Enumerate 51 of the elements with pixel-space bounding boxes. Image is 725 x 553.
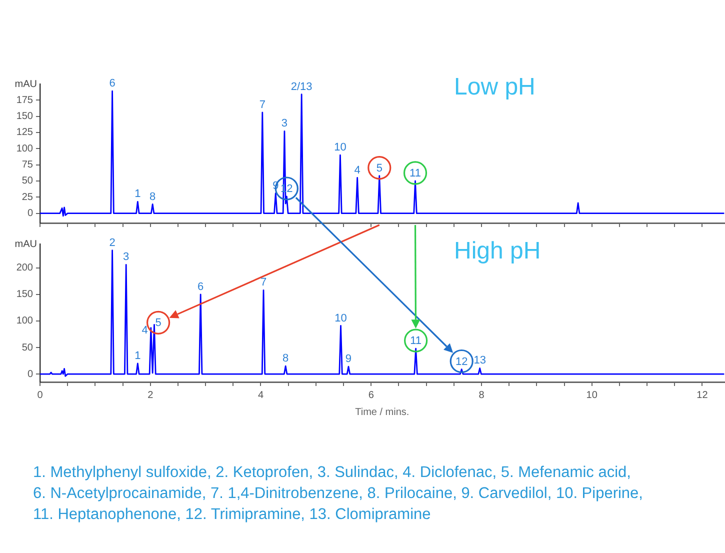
y-tick-label: 175	[16, 94, 34, 106]
text: 11. Heptanophenone, 12. Trimipramine, 13. Clomipramine	[33, 505, 432, 525]
y-tick-label: 100	[16, 316, 34, 327]
y-tick-label: 150	[16, 111, 34, 122]
annotation: 10	[334, 312, 347, 324]
y-axis-title: mAU	[14, 238, 37, 250]
x-tick-label: 8	[478, 390, 485, 401]
y-tick-label: 50	[22, 176, 34, 187]
annotation: 4	[142, 324, 148, 336]
x-tick-label: 10	[586, 390, 598, 401]
annotation: 5	[376, 162, 382, 174]
annotation: 4	[354, 164, 360, 176]
y-tick-label: 75	[22, 160, 34, 171]
y-tick-label: 125	[16, 127, 34, 138]
y-tick-label: 200	[16, 262, 34, 274]
annotation: 5	[155, 317, 162, 330]
annotation: 11	[410, 335, 422, 348]
y-tick-label: 100	[16, 143, 34, 154]
annotation: 8	[150, 190, 156, 203]
annotation: 3	[123, 251, 130, 264]
annotation: 11	[410, 168, 421, 180]
annotation: 1	[134, 188, 141, 200]
y-tick-label: 0	[27, 368, 34, 380]
y-tick-label: 0	[27, 208, 34, 220]
y-axis-title: mAU	[14, 78, 37, 90]
x-tick-label: 6	[368, 390, 374, 401]
x-tick-label: 0	[37, 390, 44, 401]
annotation: 13	[474, 354, 486, 367]
annotation: 1	[134, 350, 141, 362]
annotation: 3	[281, 118, 288, 130]
x-axis-title: Time / mins.	[355, 406, 410, 418]
annotation: 2/13	[290, 80, 312, 93]
text: 1. Methylphenyl sulfoxide, 2. Ketoprofen, 3. Sulindac, 4. Diclofenac, 5. Mefenamic acid,	[33, 463, 632, 483]
annotation: 7	[259, 98, 266, 111]
y-tick-label: 150	[16, 289, 34, 300]
annotation: 6	[109, 78, 116, 90]
annotation: 10	[334, 142, 346, 154]
y-tick-label: 25	[22, 192, 34, 203]
annotation: 9	[345, 353, 352, 366]
annotation: 8	[282, 352, 289, 365]
annotation: 2	[109, 236, 116, 249]
chart-title: High pH	[454, 238, 541, 265]
annotation: 12	[455, 356, 468, 368]
chart-title: Low pH	[454, 74, 536, 101]
x-tick-label: 2	[148, 390, 154, 401]
x-tick-label: 12	[696, 390, 708, 401]
y-tick-label: 50	[22, 342, 34, 354]
annotation: 6	[198, 280, 204, 293]
annotation: 7	[260, 276, 267, 289]
x-tick-label: 4	[258, 390, 264, 401]
text: 6. N-Acetylprocainamide, 7. 1,4-Dinitrobenzene, 8. Prilocaine, 9. Carvedilol, 10. Piperine,	[33, 484, 644, 504]
